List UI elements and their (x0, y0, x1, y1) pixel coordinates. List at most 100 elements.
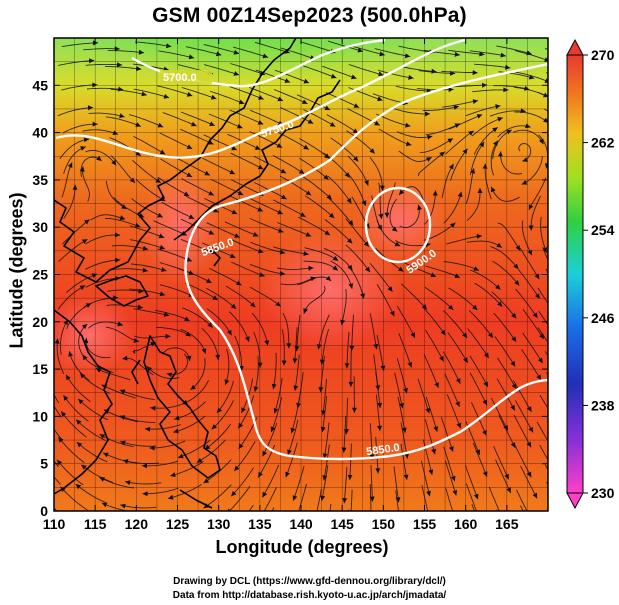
streamline-arrow (554, 421, 559, 427)
streamline (448, 49, 485, 56)
streamline (201, 328, 219, 360)
streamline-arrow (262, 450, 267, 457)
streamline-arrow (439, 151, 445, 157)
streamline (537, 327, 548, 344)
streamline (83, 48, 120, 51)
streamline-arrow (553, 313, 558, 319)
streamline (263, 487, 277, 511)
streamline (285, 442, 298, 478)
streamline (203, 484, 232, 509)
streamline (59, 138, 90, 160)
streamline-arrow (454, 273, 460, 278)
streamline-arrow (111, 159, 117, 166)
streamline (105, 180, 128, 210)
y-tick-label: 25 (32, 267, 48, 283)
streamline-arrow (433, 426, 439, 432)
streamline-arrow (79, 285, 86, 291)
streamline-arrow (257, 207, 263, 212)
streamline (54, 460, 59, 467)
streamline-arrow (323, 174, 329, 180)
streamline-arrow (300, 212, 306, 217)
streamline (417, 151, 446, 177)
streamline (321, 464, 329, 501)
streamline (442, 100, 479, 108)
streamline (185, 282, 218, 301)
streamline (302, 64, 337, 79)
streamline-arrow (44, 385, 49, 391)
streamline (400, 66, 437, 73)
streamline (322, 379, 328, 416)
streamline-arrow (453, 105, 459, 110)
streamline (75, 483, 107, 504)
streamline (496, 45, 532, 55)
streamline (347, 108, 381, 126)
streamline-arrow (290, 427, 296, 434)
streamline (76, 441, 108, 463)
streamline (321, 328, 330, 365)
streamline (107, 50, 145, 54)
streamline (465, 105, 501, 117)
streamline (249, 286, 282, 307)
streamline (346, 331, 350, 369)
streamline-arrow (150, 405, 156, 411)
streamline (374, 48, 411, 58)
coastline-ryukyu (211, 249, 221, 267)
streamline-arrow (211, 424, 217, 430)
streamline-arrow (510, 360, 516, 367)
streamline-arrow (210, 94, 217, 100)
streamline-arrow (456, 422, 462, 429)
streamline (425, 123, 461, 136)
streamline-arrow (434, 382, 439, 388)
streamline-arrow (532, 492, 538, 499)
streamline (329, 504, 332, 511)
streamline (159, 132, 193, 150)
streamline (273, 89, 308, 105)
streamline-arrow (138, 49, 144, 55)
streamline-arrow (186, 257, 192, 262)
streamline-arrow (472, 99, 478, 104)
streamline (153, 220, 188, 236)
x-tick-label: 140 (289, 516, 313, 532)
streamline-arrow (405, 141, 412, 147)
streamline (282, 312, 290, 349)
streamline (253, 155, 287, 174)
streamline (255, 69, 291, 83)
streamline (250, 241, 286, 254)
streamline-arrow (63, 319, 68, 326)
streamline-arrow (378, 71, 384, 77)
streamline-arrow (80, 146, 86, 151)
streamline (103, 409, 139, 423)
streamline (105, 66, 142, 70)
streamline-arrow (142, 491, 148, 497)
streamline-arrow (326, 194, 332, 200)
streamline-arrow (513, 263, 519, 269)
streamline-arrow (472, 304, 478, 311)
streamline (376, 284, 395, 317)
streamline-arrow (166, 43, 172, 49)
streamline-arrow (399, 403, 404, 409)
streamline (348, 173, 367, 207)
streamline (465, 483, 477, 511)
streamline-arrow (377, 96, 383, 102)
streamline-arrow (273, 408, 279, 414)
streamline-arrow (528, 426, 533, 433)
streamline (181, 87, 217, 100)
streamline-arrow (201, 348, 207, 354)
streamline (515, 288, 538, 319)
streamline (86, 87, 124, 91)
streamline (424, 190, 437, 225)
streamline (206, 308, 232, 336)
streamline (348, 64, 384, 76)
streamline-arrow (497, 116, 503, 122)
streamline (497, 357, 517, 390)
streamline-arrow (447, 138, 453, 144)
streamline (161, 201, 195, 220)
streamline (422, 306, 446, 336)
streamline (466, 240, 503, 248)
streamline-arrow (186, 144, 193, 149)
streamline (493, 85, 530, 90)
streamline (539, 444, 548, 462)
streamline-arrow (76, 419, 82, 425)
streamline (177, 158, 211, 176)
streamline (546, 372, 548, 376)
